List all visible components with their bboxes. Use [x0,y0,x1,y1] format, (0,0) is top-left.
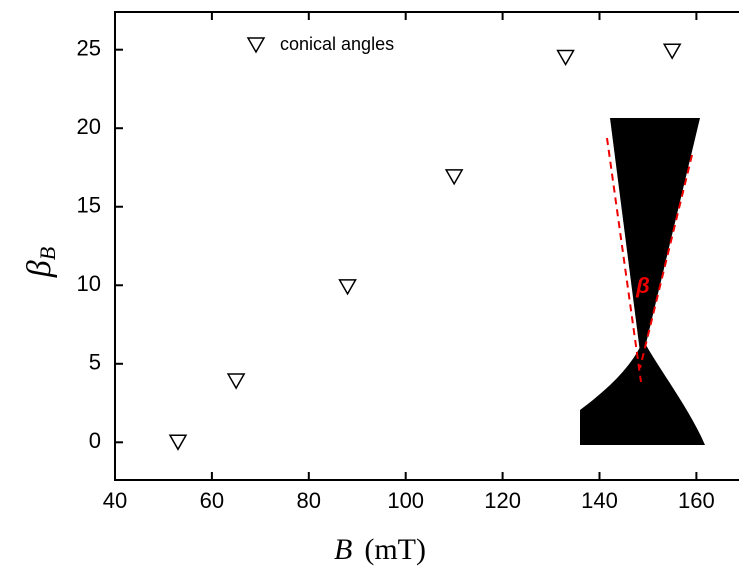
marker [556,49,575,67]
x-tick-label: 60 [200,488,224,513]
marker [226,373,246,390]
y-tick-label: 0 [89,428,101,453]
marker [168,434,188,451]
axes-frame [114,11,739,481]
y-tick-label: 15 [77,193,101,218]
x-axis-label: B (mT) [334,533,426,566]
legend-marker [246,37,266,54]
marker [662,43,682,60]
inset-image: β [580,118,705,445]
x-tick-label: 140 [581,488,618,513]
x-label-unit: (mT) [364,533,426,566]
legend-label: conical angles [280,34,394,54]
y-tick-label: 10 [77,271,101,296]
x-tick-label: 120 [484,488,521,513]
inset-label: β [635,273,650,298]
y-tick-label: 25 [77,36,101,61]
marker [338,279,357,296]
y-label-subscript: B [35,247,60,260]
y-axis-label: βB [21,247,60,278]
marker [444,169,464,186]
x-tick-label: 40 [103,488,127,513]
x-tick-label: 100 [387,488,424,513]
x-tick-label: 80 [297,488,321,513]
y-label-symbol: β [21,260,58,278]
x-label-symbol: B [334,533,352,566]
y-tick-label: 20 [77,114,101,139]
y-tick-label: 5 [89,350,101,375]
x-tick-label: 160 [678,488,715,513]
